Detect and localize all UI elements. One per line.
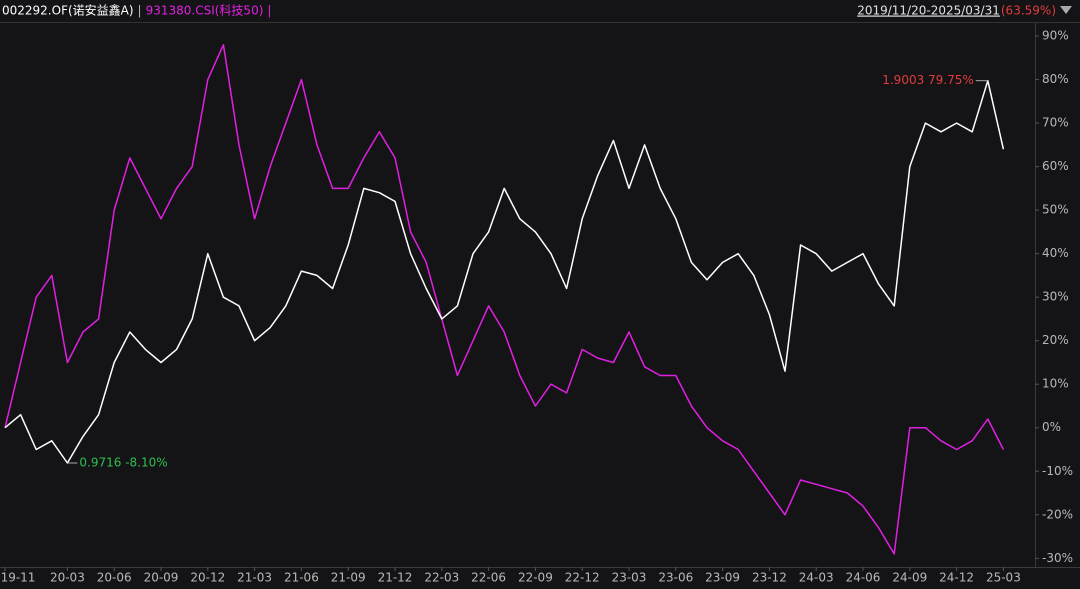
y-tick-label: 50% [1042, 203, 1069, 217]
x-tick-label: 21-03 [237, 571, 272, 585]
x-tick-label: 21-09 [331, 571, 366, 585]
x-tick-label: 20-06 [97, 571, 132, 585]
legend-entry[interactable]: 002292.OF(诺安益鑫A) [2, 3, 134, 18]
period-return: (63.59%) [1001, 4, 1056, 18]
x-tick-label: 24-06 [846, 571, 881, 585]
x-tick-label: 20-03 [50, 571, 85, 585]
y-tick-label: 60% [1042, 159, 1069, 173]
series-line [4, 44, 1005, 555]
x-tick-label: 23-06 [658, 571, 693, 585]
x-tick-label: 23-03 [612, 571, 647, 585]
x-tick-label: 24-03 [799, 571, 834, 585]
x-tick-label: 22-03 [424, 571, 459, 585]
x-tick-label: 23-12 [752, 571, 787, 585]
y-tick-label: 0% [1042, 420, 1061, 434]
x-tick-label: 21-12 [378, 571, 413, 585]
x-tick-label: 25-03 [986, 571, 1021, 585]
x-tick-label: 21-06 [284, 571, 319, 585]
y-tick-label: -30% [1042, 551, 1073, 565]
x-tick-label: 20-09 [144, 571, 179, 585]
x-tick-label: 24-09 [892, 571, 927, 585]
separator: | [138, 4, 142, 18]
annotation: 1.9003 79.75% [882, 73, 974, 87]
x-tick-label: 22-09 [518, 571, 553, 585]
series-line [4, 79, 1005, 464]
dropdown-arrow[interactable] [1060, 6, 1072, 14]
x-tick-label: 20-12 [190, 571, 225, 585]
y-tick-label: -20% [1042, 507, 1073, 521]
y-tick-label: 20% [1042, 333, 1069, 347]
x-tick-label: 24-12 [939, 571, 974, 585]
y-tick-label: 80% [1042, 72, 1069, 86]
separator: | [267, 4, 271, 18]
y-tick-label: 40% [1042, 246, 1069, 260]
x-tick-label: 22-06 [471, 571, 506, 585]
legend-entry[interactable]: 931380.CSI(科技50) [146, 4, 264, 18]
x-tick-label: 22-12 [565, 571, 600, 585]
y-tick-label: 30% [1042, 290, 1069, 304]
x-tick-label: 19-11 [1, 571, 36, 585]
y-tick-label: 10% [1042, 377, 1069, 391]
y-tick-label: 90% [1042, 29, 1069, 43]
date-range[interactable]: 2019/11/20-2025/03/31 [857, 4, 1000, 18]
y-tick-label: -10% [1042, 464, 1073, 478]
annotation: 0.9716 -8.10% [79, 455, 167, 469]
y-tick-label: 70% [1042, 116, 1069, 130]
x-tick-label: 23-09 [705, 571, 740, 585]
